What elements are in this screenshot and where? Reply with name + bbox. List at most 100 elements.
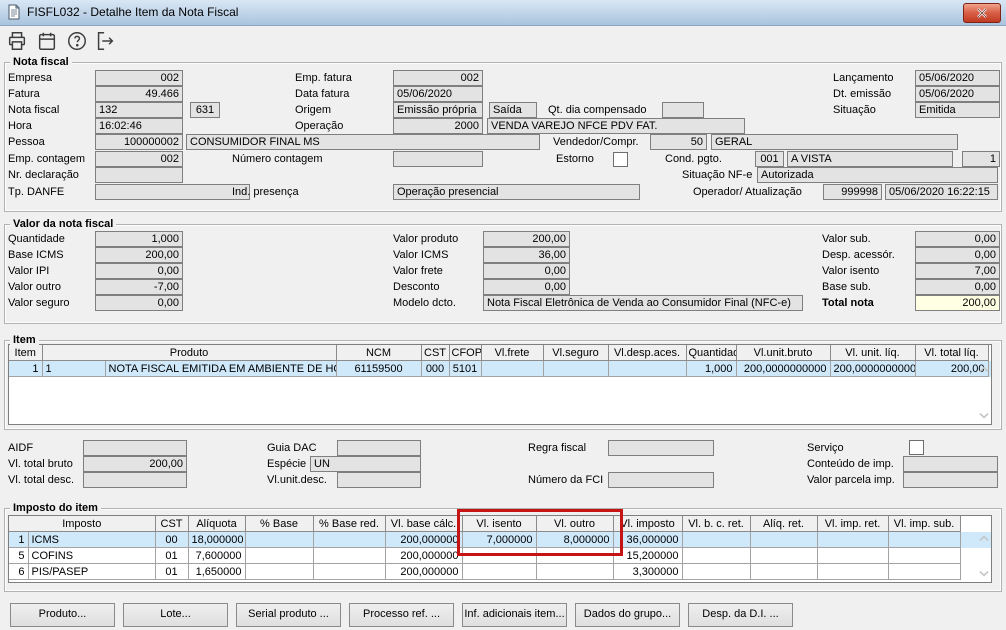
field-vl-total-desc[interactable] — [83, 472, 187, 488]
field-valor-isento[interactable]: 7,00 — [915, 263, 1000, 279]
field-lancamento[interactable]: 05/06/2020 — [915, 70, 1000, 86]
field-operacao-codigo[interactable]: 2000 — [393, 118, 483, 134]
field-serie[interactable]: 631 — [190, 102, 220, 118]
field-cond-pgto-codigo[interactable]: 001 — [755, 151, 784, 167]
item-scroll-up-icon[interactable] — [978, 365, 990, 373]
printer-icon[interactable] — [6, 30, 28, 52]
field-operador-data[interactable]: 05/06/2020 16:22:15 — [885, 184, 998, 200]
field-nr-declaracao[interactable] — [95, 167, 183, 183]
field-valor-ipi[interactable]: 0,00 — [95, 263, 183, 279]
field-situacao[interactable]: Emitida — [915, 102, 1000, 118]
col-vl-frete[interactable]: Vl.frete — [481, 345, 544, 361]
field-especie[interactable]: UN — [310, 456, 421, 472]
imposto-row-icms[interactable]: 1 ICMS 00 18,000000 200,000000 7,000000 … — [9, 531, 961, 548]
imposto-scroll-down-icon[interactable] — [978, 570, 990, 578]
field-cond-pgto-descricao[interactable]: A VISTA — [787, 151, 953, 167]
field-situacao-nfe[interactable]: Autorizada — [757, 167, 998, 183]
field-base-icms[interactable]: 200,00 — [95, 247, 183, 263]
field-modelo-dcto[interactable]: Nota Fiscal Eletrônica de Venda ao Consu… — [483, 295, 803, 311]
exit-icon[interactable] — [94, 30, 116, 52]
lote-button[interactable]: Lote... — [123, 603, 228, 627]
field-numero-contagem[interactable] — [393, 151, 483, 167]
field-conteudo-imp[interactable] — [903, 456, 998, 472]
field-aidf[interactable] — [83, 440, 187, 456]
servico-checkbox[interactable] — [909, 440, 924, 455]
field-base-sub[interactable]: 0,00 — [915, 279, 1000, 295]
field-vl-unit-desc[interactable] — [337, 472, 421, 488]
field-pessoa-nome[interactable]: CONSUMIDOR FINAL MS — [186, 134, 540, 150]
field-valor-icms[interactable]: 36,00 — [483, 247, 570, 263]
col-p-base[interactable]: % Base — [245, 516, 314, 532]
field-numero-fci[interactable] — [608, 472, 714, 488]
col-produto[interactable]: Produto — [42, 345, 337, 361]
field-total-nota[interactable]: 200,00 — [915, 295, 1000, 311]
field-valor-frete[interactable]: 0,00 — [483, 263, 570, 279]
field-origem[interactable]: Emissão própria — [393, 102, 483, 118]
col-aliquota[interactable]: Alíquota — [188, 516, 246, 532]
field-valor-outro[interactable]: -7,00 — [95, 279, 183, 295]
field-desp-acessor[interactable]: 0,00 — [915, 247, 1000, 263]
calendar-icon[interactable] — [36, 30, 58, 52]
field-qt-dia-compensado[interactable] — [662, 102, 704, 118]
field-nota-fiscal[interactable]: 132 — [95, 102, 183, 118]
close-button[interactable] — [963, 3, 1001, 23]
item-table-row[interactable]: 1 1 NOTA FISCAL EMITIDA EM AMBIENTE DE H… — [9, 360, 989, 377]
field-tp-danfe[interactable] — [95, 184, 250, 200]
col-vl-outro[interactable]: Vl. outro — [536, 516, 614, 532]
col-vl-imposto[interactable]: Vl. imposto — [613, 516, 683, 532]
col-imposto[interactable]: Imposto — [9, 516, 156, 532]
col-vl-isento[interactable]: Vl. isento — [462, 516, 537, 532]
field-desconto[interactable]: 0,00 — [483, 279, 570, 295]
field-empresa[interactable]: 002 — [95, 70, 183, 86]
field-operacao-descricao[interactable]: VENDA VAREJO NFCE PDV FAT. — [487, 118, 745, 134]
field-guia-dac[interactable] — [337, 440, 421, 456]
field-cond-pgto-parcelas[interactable]: 1 — [962, 151, 1000, 167]
field-ind-presenca[interactable]: Operação presencial — [393, 184, 640, 200]
field-emp-fatura[interactable]: 002 — [393, 70, 483, 86]
col-vl-total-liq[interactable]: Vl. total líq. — [915, 345, 989, 361]
col-item[interactable]: Item — [9, 345, 43, 361]
col-vl-imp-sub[interactable]: Vl. imp. sub. — [888, 516, 961, 532]
field-valor-produto[interactable]: 200,00 — [483, 231, 570, 247]
field-hora[interactable]: 16:02:46 — [95, 118, 183, 134]
field-operador-codigo[interactable]: 999998 — [823, 184, 882, 200]
field-vl-total-bruto[interactable]: 200,00 — [83, 456, 187, 472]
col-cst[interactable]: CST — [421, 345, 450, 361]
field-origem-tipo[interactable]: Saída — [489, 102, 537, 118]
inf-adicionais-item-button[interactable]: Inf. adicionais item... — [462, 603, 567, 627]
estorno-checkbox[interactable] — [613, 152, 628, 167]
field-valor-seguro[interactable]: 0,00 — [95, 295, 183, 311]
field-quantidade[interactable]: 1,000 — [95, 231, 183, 247]
dados-do-grupo-button[interactable]: Dados do grupo... — [575, 603, 680, 627]
col-imposto-cst[interactable]: CST — [155, 516, 189, 532]
help-icon[interactable] — [66, 30, 88, 52]
field-valor-sub[interactable]: 0,00 — [915, 231, 1000, 247]
field-valor-parcela-imp[interactable] — [903, 472, 998, 488]
produto-button[interactable]: Produto... — [10, 603, 115, 627]
imposto-row-pis[interactable]: 6 PIS/PASEP 01 1,650000 200,000000 3,300… — [9, 563, 961, 580]
col-vl-unit-bruto[interactable]: Vl.unit.bruto — [736, 345, 831, 361]
col-vl-bc-ret[interactable]: Vl. b. c. ret. — [682, 516, 751, 532]
field-data-fatura[interactable]: 05/06/2020 — [393, 86, 483, 102]
col-ncm[interactable]: NCM — [336, 345, 422, 361]
col-quantidade[interactable]: Quantidade — [686, 345, 737, 361]
col-vl-base-calc[interactable]: Vl. base cálc. — [385, 516, 463, 532]
field-vendedor-codigo[interactable]: 50 — [650, 134, 707, 150]
item-scroll-down-icon[interactable] — [978, 412, 990, 420]
col-p-base-red[interactable]: % Base red. — [313, 516, 386, 532]
imposto-scroll-up-icon[interactable] — [978, 534, 990, 542]
field-fatura[interactable]: 49.466 — [95, 86, 183, 102]
col-vl-unit-liq[interactable]: Vl. unit. líq. — [830, 345, 916, 361]
field-emp-contagem[interactable]: 002 — [95, 151, 183, 167]
imposto-row-cofins[interactable]: 5 COFINS 01 7,600000 200,000000 15,20000… — [9, 547, 961, 564]
col-vl-imp-ret[interactable]: Vl. imp. ret. — [817, 516, 889, 532]
col-vl-desp-aces[interactable]: Vl.desp.aces. — [608, 345, 687, 361]
col-aliq-ret[interactable]: Alíq. ret. — [750, 516, 818, 532]
desp-da-di-button[interactable]: Desp. da D.I. ... — [688, 603, 793, 627]
field-dt-emissao[interactable]: 05/06/2020 — [915, 86, 1000, 102]
field-vendedor-nome[interactable]: GERAL — [711, 134, 958, 150]
field-regra-fiscal[interactable] — [608, 440, 714, 456]
processo-ref-button[interactable]: Processo ref. ... — [349, 603, 454, 627]
col-vl-seguro[interactable]: Vl.seguro — [543, 345, 609, 361]
field-pessoa-codigo[interactable]: 100000002 — [95, 134, 183, 150]
